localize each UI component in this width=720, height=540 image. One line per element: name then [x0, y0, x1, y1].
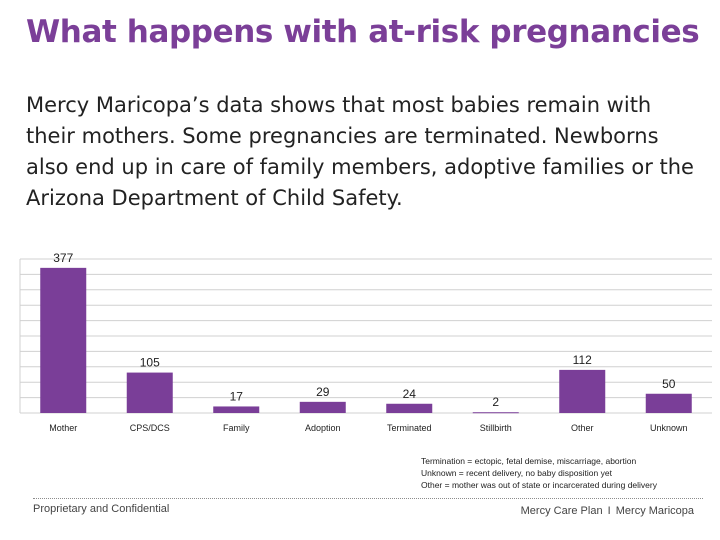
- category-label-mother: Mother: [49, 423, 77, 433]
- category-label-stillbirth: Stillbirth: [480, 423, 512, 433]
- disposition-bar-chart: 377 105 17 29 24 2 112 50 Mother CPS/DCS Family Ad…: [19, 251, 712, 433]
- bar-unknown: [645, 393, 692, 413]
- data-label-mother: 377: [53, 251, 73, 265]
- data-label-other: 112: [573, 353, 592, 367]
- data-label-terminated: 24: [403, 387, 417, 401]
- bar-mother: [40, 267, 87, 413]
- footer-brand-separator: I: [607, 505, 611, 517]
- footer-confidential: Proprietary and Confidential: [33, 503, 170, 515]
- chart-bars: [40, 267, 692, 414]
- note-unknown: Unknown = recent delivery, no baby dispo…: [421, 468, 612, 478]
- category-label-adoption: Adoption: [305, 423, 341, 433]
- data-label-cps-dcs: 105: [140, 356, 160, 370]
- footer-brand: Mercy Care Plan I Mercy Maricopa: [521, 505, 694, 517]
- bar-other: [559, 369, 606, 413]
- definitions-notes: Termination = ectopic, fetal demise, mis…: [421, 455, 657, 491]
- bar-stillbirth: [472, 412, 519, 414]
- bar-cps-dcs: [126, 372, 173, 413]
- note-termination: Termination = ectopic, fetal demise, mis…: [421, 456, 637, 466]
- category-label-family: Family: [223, 423, 250, 433]
- category-label-terminated: Terminated: [387, 423, 432, 433]
- data-label-unknown: 50: [662, 377, 676, 391]
- slide-body-text: Mercy Maricopa’s data shows that most ba…: [26, 93, 694, 210]
- data-label-adoption: 29: [316, 385, 330, 399]
- chart-category-labels: Mother CPS/DCS Family Adoption Terminated Sti…: [49, 423, 687, 433]
- footer-divider: [33, 498, 703, 499]
- category-label-cps-dcs: CPS/DCS: [130, 423, 170, 433]
- category-label-unknown: Unknown: [650, 423, 688, 433]
- data-label-stillbirth: 2: [492, 395, 499, 409]
- chart-gridlines: [19, 258, 712, 414]
- footer-brand-mercy-maricopa: Mercy Maricopa: [615, 505, 694, 517]
- chart-data-labels: 377 105 17 29 24 2 112 50: [53, 251, 676, 409]
- footer-brand-mercy-care-plan: Mercy Care Plan: [520, 505, 603, 517]
- data-label-family: 17: [230, 389, 244, 403]
- category-label-other: Other: [571, 423, 594, 433]
- bar-adoption: [299, 401, 346, 413]
- bar-family: [213, 406, 260, 413]
- note-other: Other = mother was out of state or incar…: [421, 480, 657, 490]
- slide-title: What happens with at-risk pregnancies: [26, 14, 700, 50]
- bar-terminated: [386, 403, 433, 413]
